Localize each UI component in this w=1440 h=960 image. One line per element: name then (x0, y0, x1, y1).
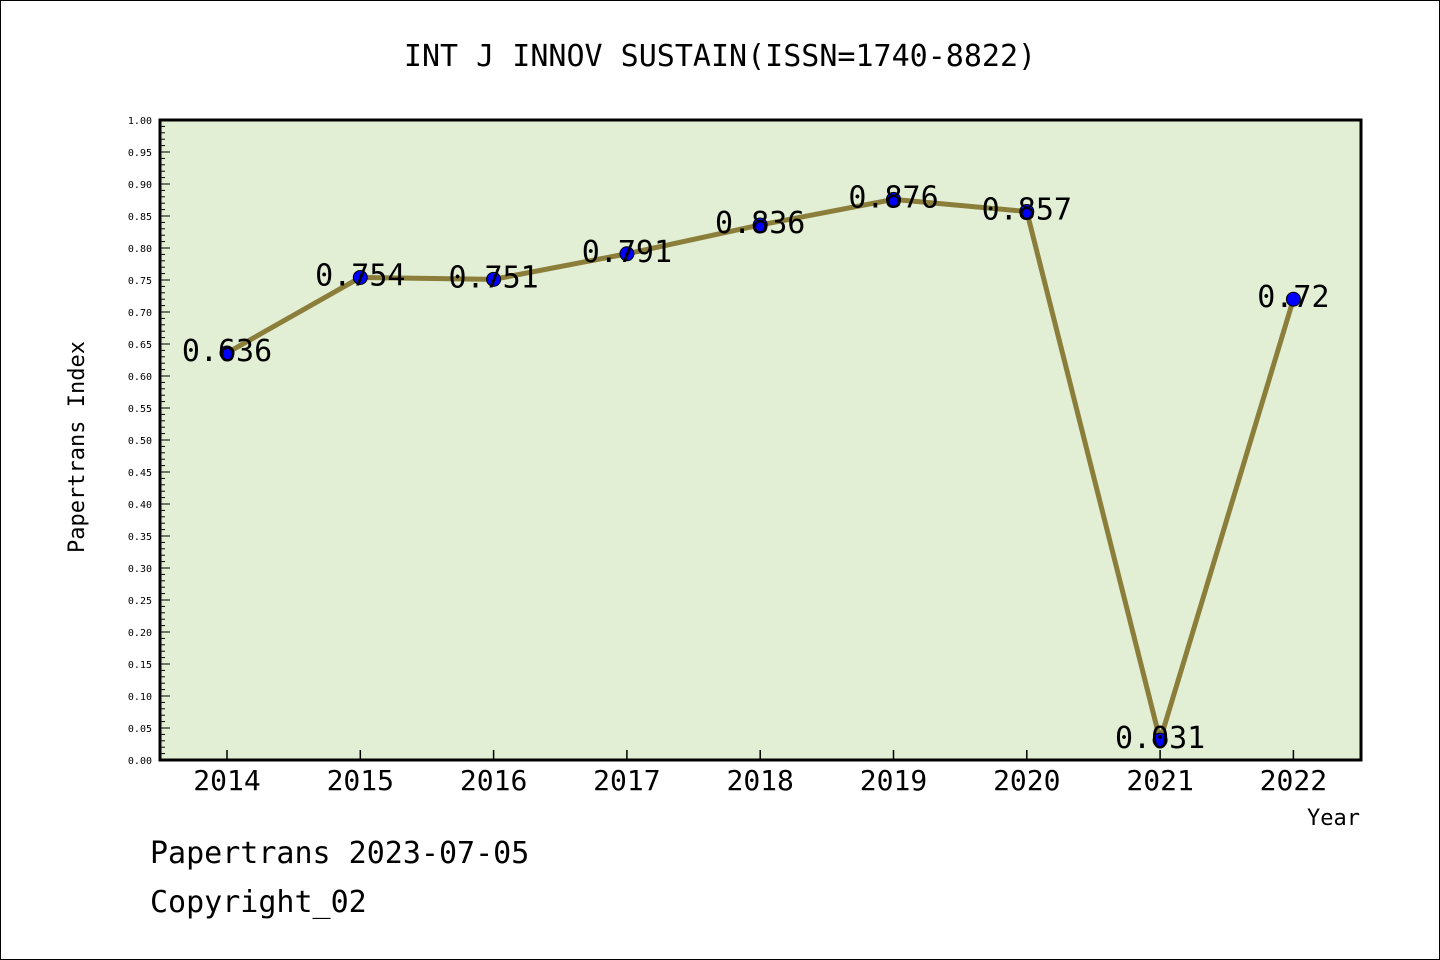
y-tick-label: 0.30 (128, 564, 152, 575)
data-point (486, 271, 502, 287)
y-tick-label: 0.10 (128, 692, 152, 703)
data-label: 0.836 (715, 206, 805, 241)
data-point (886, 191, 901, 207)
x-tick-label: 2019 (860, 764, 927, 797)
data-labels: 0.636 0.754 0.751 0.791 0.836 0.876 0.857 0.031… (182, 180, 1330, 756)
y-tick-label: 1.00 (128, 116, 152, 127)
y-axis-label: Papertrans Index (65, 341, 90, 553)
x-tick-label: 2017 (593, 764, 660, 797)
x-tick-label: 2021 (1126, 764, 1193, 797)
y-tick-label: 0.85 (128, 212, 152, 223)
data-point (1152, 732, 1168, 748)
x-tick-label: 2018 (726, 764, 793, 797)
y-tick-label: 0.50 (128, 436, 152, 447)
y-tick-label: 0.15 (128, 660, 152, 671)
data-point (619, 246, 635, 262)
data-label: 0.751 (448, 260, 538, 295)
data-label: 0.857 (982, 193, 1072, 228)
data-point (1019, 204, 1035, 220)
y-tick-label: 0.60 (128, 372, 152, 383)
y-tick-label: 0.40 (128, 500, 152, 511)
y-tick-label: 0.95 (128, 148, 152, 159)
y-tick-label: 0.70 (128, 308, 152, 319)
data-point (219, 345, 235, 361)
data-markers (219, 191, 1301, 748)
footer-copyright: Copyright_02 (150, 885, 367, 920)
y-tick-label: 0.80 (128, 244, 152, 255)
chart-title: INT J INNOV SUSTAIN(ISSN=1740-8822) (404, 39, 1036, 74)
data-point (752, 217, 768, 233)
y-tick-label: 0.35 (128, 532, 152, 543)
y-tick-label: 0.55 (128, 404, 152, 415)
x-tick-label: 2022 (1260, 764, 1327, 797)
y-tick-label: 0.65 (128, 340, 152, 351)
x-axis-label: Year (1307, 806, 1360, 831)
data-label: 0.876 (848, 180, 938, 215)
x-tick-label: 2020 (993, 764, 1060, 797)
data-point (352, 269, 368, 285)
data-label: 0.791 (582, 235, 672, 270)
x-tick-label: 2015 (327, 764, 394, 797)
y-tick-label: 0.00 (128, 756, 152, 767)
data-label: 0.636 (182, 334, 272, 369)
y-tick-label: 0.25 (128, 596, 152, 607)
data-label: 0.72 (1257, 280, 1329, 315)
y-tick-label: 0.05 (128, 724, 152, 735)
y-tick-label: 0.20 (128, 628, 152, 639)
footer-date: Papertrans 2023-07-05 (150, 836, 530, 871)
data-point (1285, 291, 1301, 307)
x-axis: 2014 2015 2016 2017 2018 2019 2020 2021 2022 (193, 750, 1327, 797)
y-tick-label: 0.45 (128, 468, 152, 479)
x-tick-label: 2016 (460, 764, 527, 797)
y-tick-label: 0.90 (128, 180, 152, 191)
data-label: 0.754 (315, 258, 405, 293)
x-tick-label: 2014 (193, 764, 260, 797)
y-tick-label: 0.75 (128, 276, 152, 287)
data-label: 0.031 (1115, 721, 1205, 756)
y-axis: 0.00 0.05 0.10 0.15 0.20 0.25 0.30 0.35 0.40 0.45… (128, 116, 170, 767)
